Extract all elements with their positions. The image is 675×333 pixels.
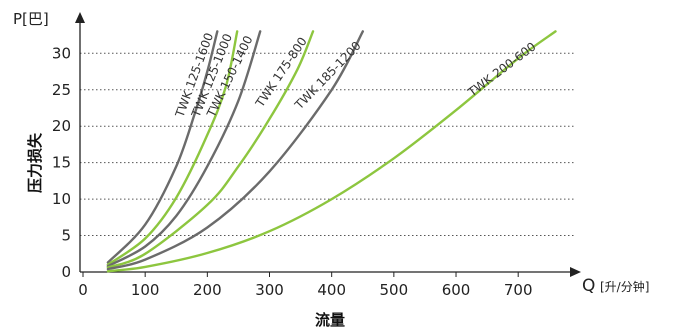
x-tick-label: 700: [504, 281, 533, 299]
x-axis-symbol: Q: [582, 276, 595, 296]
y-tick-label: 25: [52, 81, 71, 99]
x-tick-label: 0: [78, 281, 88, 299]
series-curve: [106, 30, 262, 268]
x-tick-label: 300: [255, 281, 284, 299]
series-curve: [106, 30, 364, 271]
x-tick-label: 400: [317, 281, 346, 299]
x-tick-label: 500: [380, 281, 409, 299]
series-curve: [106, 30, 239, 266]
y-tick-label: 30: [52, 44, 71, 62]
series-label: TWK 200-600: [465, 39, 539, 100]
series-curve: [106, 30, 315, 269]
series-curves: [106, 30, 557, 273]
y-tick-label: 0: [61, 263, 71, 281]
y-axis-title: 压力损失: [26, 132, 44, 193]
axes: [75, 12, 581, 277]
y-tick-label: 5: [61, 227, 71, 245]
x-tick-label: 100: [131, 281, 160, 299]
x-axis-title: 流量: [315, 311, 345, 329]
y-axis-symbol: P[巴]: [13, 10, 49, 28]
x-axis-unit: [升/分钟]: [600, 279, 649, 294]
x-tick-label: 600: [442, 281, 471, 299]
y-tick-label: 10: [52, 190, 71, 208]
series-curve: [106, 30, 557, 273]
grid-lines: [80, 52, 575, 237]
y-tick-label: 20: [52, 117, 71, 135]
y-tick-label: 15: [52, 154, 71, 172]
y-axis-arrow: [75, 12, 85, 23]
x-axis-arrow: [570, 267, 581, 277]
x-tick-label: 200: [193, 281, 222, 299]
series-curve: [106, 30, 219, 264]
